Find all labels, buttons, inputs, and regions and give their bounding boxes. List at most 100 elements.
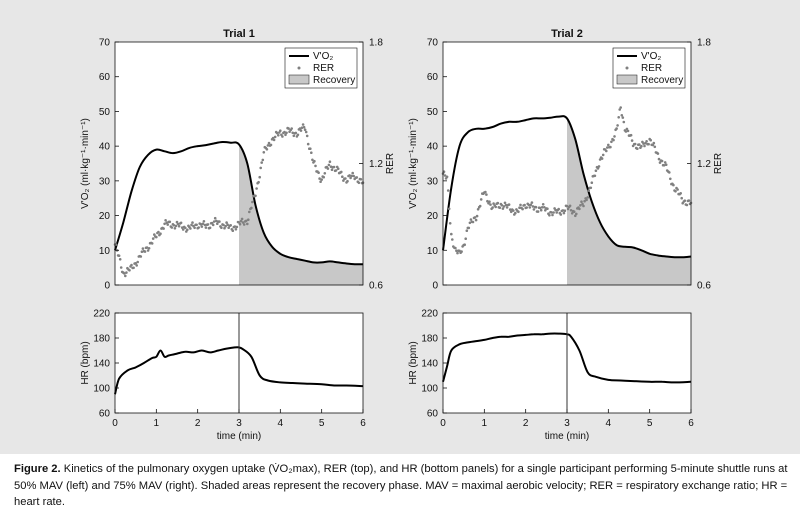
- trial1-top-rer-point: [201, 222, 205, 226]
- trial2-top-rer-point: [548, 214, 551, 217]
- trial1-top-rer-point: [226, 223, 229, 226]
- trial1-top-rer-point: [273, 135, 277, 139]
- trial1-top-rer-point: [186, 228, 189, 232]
- trial1-top-rer-point: [225, 221, 228, 224]
- trial1-top-rer-point: [310, 151, 313, 154]
- trial1-top-rer-point: [359, 178, 363, 181]
- trial2-top-rer-point: [680, 196, 683, 200]
- trial1-top-rer-point: [272, 138, 276, 142]
- trial1-top-rer-point: [352, 174, 356, 178]
- trial2-top-legend-vo2-label: V'O₂: [641, 51, 661, 62]
- trial2-top-ytick-label: 20: [427, 211, 439, 222]
- trial2-top-rer-point: [504, 203, 508, 207]
- trial2-top-rer-point: [529, 203, 533, 207]
- trial2-top-rer-point: [562, 211, 566, 215]
- trial1-top-rer-point: [266, 144, 270, 147]
- trial2-top-ytick-label: 50: [427, 107, 439, 118]
- trial2-top-rer-point: [539, 208, 543, 212]
- trial1-top-ylabel-right: RER: [385, 153, 396, 174]
- trial1-top-rer-point: [193, 226, 196, 230]
- trial2-top-ylabel: V'O₂ (ml·kg⁻¹·min⁻¹): [408, 118, 419, 209]
- caption-label: Figure 2.: [14, 463, 61, 475]
- trial2-hr-xtick-label: 2: [523, 418, 529, 429]
- trial2-top-legend-rer-swatch: [625, 66, 629, 70]
- trial2-top-rer-point: [450, 232, 453, 236]
- trial2-top-rer-point: [622, 120, 626, 124]
- trial2-top-rer-point: [543, 206, 546, 209]
- trial2-top-rer-point: [474, 218, 478, 222]
- trial1-top-rer-point: [206, 223, 210, 226]
- trial1-top-rer-point: [346, 179, 349, 183]
- trial1-top-rer-point: [143, 250, 147, 253]
- trial2-top-rer-point: [593, 174, 597, 178]
- trial2-hr-xtick-label: 6: [688, 418, 694, 429]
- trial1-top-rer-point: [322, 175, 326, 179]
- trial1-hr-ytick-label: 100: [93, 384, 110, 395]
- trial2-top-rer-point: [447, 207, 451, 211]
- trial1-top-rer-point: [216, 222, 219, 225]
- trial2-top-plot: 0 10 20 30 40 50 60 70 0.6 1.2 1.8 Trial 2 V'O₂ (ml·…: [408, 28, 724, 292]
- trial1-top-title: Trial 1: [223, 28, 255, 40]
- trial2-top-rer-point: [600, 157, 604, 160]
- trial1-top-rer-point: [299, 129, 303, 132]
- trial2-top-rer-point: [464, 237, 468, 240]
- trial2-top-rer-point: [660, 159, 664, 163]
- trial1-top-rer-point: [208, 226, 212, 230]
- trial2-top-rer-point: [629, 133, 633, 137]
- trial1-top-rer-point: [235, 225, 239, 229]
- trial1-top-rer-point: [117, 254, 121, 257]
- trial1-top-rer-point: [150, 242, 154, 245]
- trial1-top-rer-point: [146, 249, 150, 252]
- trial2-top-rer-point: [613, 135, 616, 138]
- trial1-top-rer-point: [162, 227, 165, 230]
- trial1-top-rer-point: [229, 224, 232, 227]
- trial1-top-rer-point: [283, 130, 286, 134]
- trial2-top-rer-point: [612, 138, 615, 142]
- trial1-top-rer-point: [155, 235, 158, 239]
- trial1-top-ytick-label: 70: [99, 38, 111, 49]
- trial1-hr-xtick-label: 5: [319, 418, 325, 429]
- trial2-top-rer-point: [642, 142, 645, 145]
- trial2-top-rer-point: [568, 204, 572, 208]
- trial2-top-rer-point: [590, 181, 594, 184]
- trial2-hr-xtick-label: 4: [606, 418, 612, 429]
- trial1-top-ytick-right-label: 1.2: [369, 159, 383, 170]
- trial2-top-rer-point: [624, 130, 628, 133]
- trial2-top-rer-point: [502, 205, 506, 208]
- trial1-top-rer-point: [262, 151, 266, 154]
- trial1-top-rer-point: [213, 216, 217, 220]
- trial2-hr-xtick-label: 0: [440, 418, 446, 429]
- trial1-top-rer-point: [357, 181, 361, 185]
- trial2-top-rer-point: [676, 188, 679, 191]
- trial1-top-rer-point: [336, 167, 340, 170]
- trial2-top-rer-point: [662, 164, 666, 167]
- trial1-top-rer-point: [130, 263, 133, 267]
- trial2-hr-ytick-label: 180: [421, 334, 438, 345]
- trial2-top-ytick-label: 60: [427, 72, 439, 83]
- trial1-top-rer-point: [123, 272, 126, 275]
- trial2-top-rer-point: [531, 205, 535, 208]
- caption-text: Kinetics of the pulmonary oxygen uptake …: [14, 463, 788, 508]
- trial1-top-rer-point: [159, 232, 162, 235]
- trial2-top-rer-point: [626, 129, 630, 133]
- trial1-top-ytick-label: 0: [104, 281, 110, 292]
- trial2-top-rer-point: [446, 189, 450, 192]
- trial2-top-rer-point: [479, 198, 483, 201]
- trial2-hr-ytick-label: 220: [421, 309, 438, 320]
- trial1-top-rer-point: [257, 180, 260, 184]
- trial1-top-rer-point: [348, 174, 351, 177]
- trial2-top-rer-point: [625, 127, 629, 131]
- trial2-top-legend-rer-label: RER: [641, 63, 662, 74]
- trial1-top-rer-point: [204, 226, 208, 229]
- trial1-top-rer-point: [244, 219, 248, 223]
- trial1-top-rer-point: [199, 223, 203, 226]
- trial1-top-rer-point: [190, 223, 193, 227]
- trial2-top-rer-point: [569, 209, 573, 212]
- trial1-top-ytick-label: 20: [99, 211, 111, 222]
- trial2-top-rer-point: [467, 226, 471, 230]
- trial2-hr-ytick-label: 60: [427, 409, 439, 420]
- trial2-top-rer-point: [521, 207, 524, 211]
- trial1-top-rer-point: [157, 230, 160, 234]
- trial1-hr-ylabel: HR (bpm): [80, 341, 91, 384]
- trial2-top-rer-point: [668, 171, 671, 174]
